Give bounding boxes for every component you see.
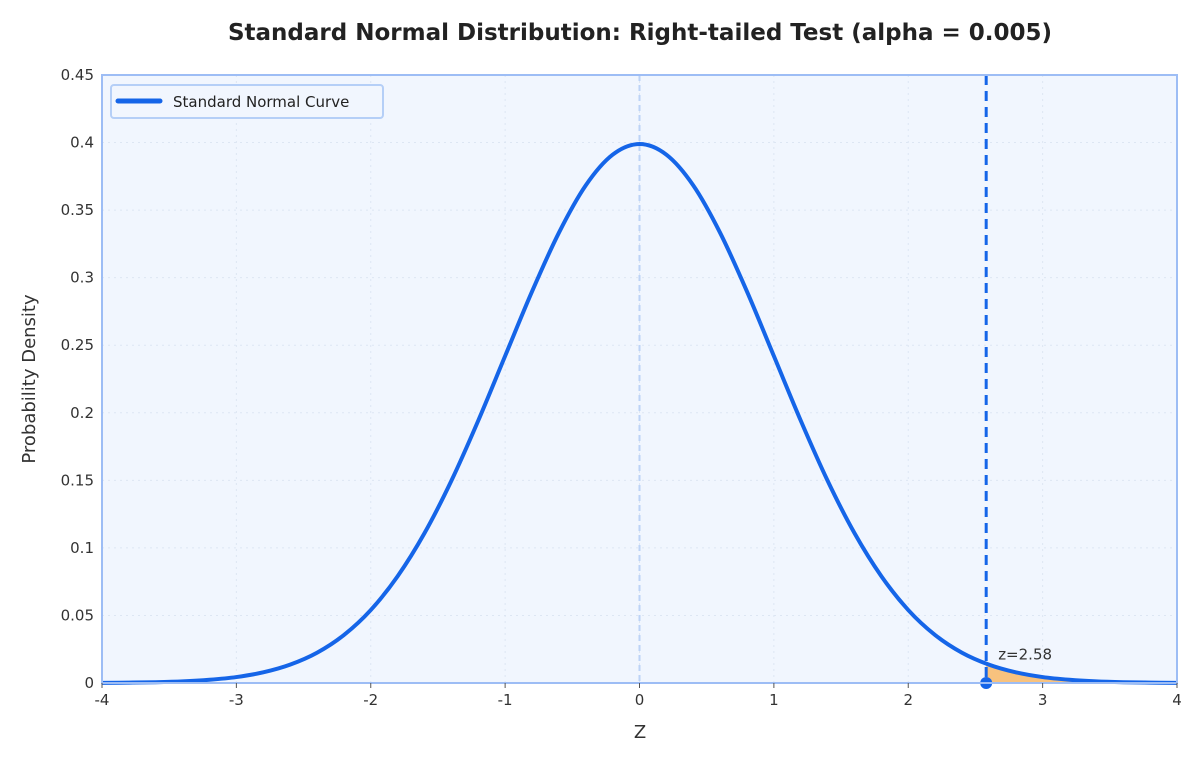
y-tick-label: 0.2 (70, 404, 94, 422)
x-tick-label: 3 (1038, 691, 1048, 709)
legend-label: Standard Normal Curve (173, 93, 349, 111)
y-axis-ticks: 0 0.05 0.1 0.15 0.2 0.25 0.3 0.35 0.4 0.45 (61, 66, 94, 692)
y-tick-label: 0.25 (61, 336, 94, 354)
critical-value-label: z=2.58 (998, 645, 1052, 663)
x-tick-label: 2 (903, 691, 913, 709)
x-tick-label: -1 (498, 691, 513, 709)
x-tick-label: -4 (95, 691, 110, 709)
x-axis-ticks: -4 -3 -2 -1 0 1 2 3 4 (95, 683, 1182, 709)
y-tick-label: 0.15 (61, 471, 94, 489)
y-tick-label: 0.05 (61, 606, 94, 624)
x-tick-label: 4 (1172, 691, 1182, 709)
y-tick-label: 0 (84, 674, 94, 692)
y-tick-label: 0.45 (61, 66, 94, 84)
x-tick-label: 1 (769, 691, 779, 709)
legend: Standard Normal Curve (110, 84, 384, 119)
x-tick-label: 0 (635, 691, 645, 709)
y-tick-label: 0.4 (70, 134, 94, 152)
y-tick-label: 0.1 (70, 539, 94, 557)
y-axis-label: Probability Density (19, 294, 40, 464)
x-tick-label: -3 (229, 691, 244, 709)
rejection-region (986, 663, 1177, 683)
y-tick-label: 0.3 (70, 269, 94, 287)
x-tick-label: -2 (363, 691, 378, 709)
series-line-standard-normal (101, 142, 1178, 685)
x-axis-label: Z (634, 722, 646, 743)
chart-title: Standard Normal Distribution: Right-tail… (228, 20, 1052, 46)
legend-box (110, 84, 384, 119)
y-tick-label: 0.35 (61, 201, 94, 219)
